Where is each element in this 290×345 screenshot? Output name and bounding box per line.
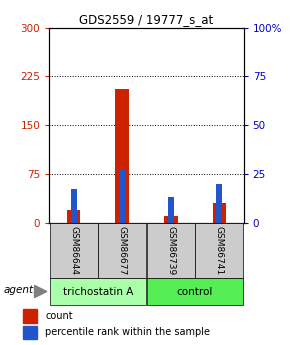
Text: control: control <box>177 287 213 296</box>
Bar <box>147 278 243 305</box>
Bar <box>147 223 195 278</box>
Text: count: count <box>45 311 73 321</box>
Bar <box>67 209 80 223</box>
Bar <box>115 89 129 223</box>
Bar <box>213 203 226 223</box>
Text: GSM86741: GSM86741 <box>215 226 224 275</box>
Bar <box>168 197 174 223</box>
Bar <box>50 278 146 305</box>
Text: GSM86644: GSM86644 <box>69 226 78 275</box>
Title: GDS2559 / 19777_s_at: GDS2559 / 19777_s_at <box>79 13 213 27</box>
Bar <box>119 170 125 223</box>
Bar <box>23 309 37 323</box>
Text: GSM86739: GSM86739 <box>166 226 175 275</box>
Bar <box>50 223 98 278</box>
Bar <box>98 223 146 278</box>
Bar <box>71 189 77 223</box>
Bar <box>164 216 177 223</box>
Text: percentile rank within the sample: percentile rank within the sample <box>45 327 210 337</box>
Bar <box>23 326 37 339</box>
Text: trichostatin A: trichostatin A <box>63 287 133 296</box>
Text: agent: agent <box>4 285 34 295</box>
Text: GSM86677: GSM86677 <box>118 226 127 275</box>
Bar <box>195 223 243 278</box>
Polygon shape <box>35 285 47 298</box>
Bar <box>216 184 222 223</box>
